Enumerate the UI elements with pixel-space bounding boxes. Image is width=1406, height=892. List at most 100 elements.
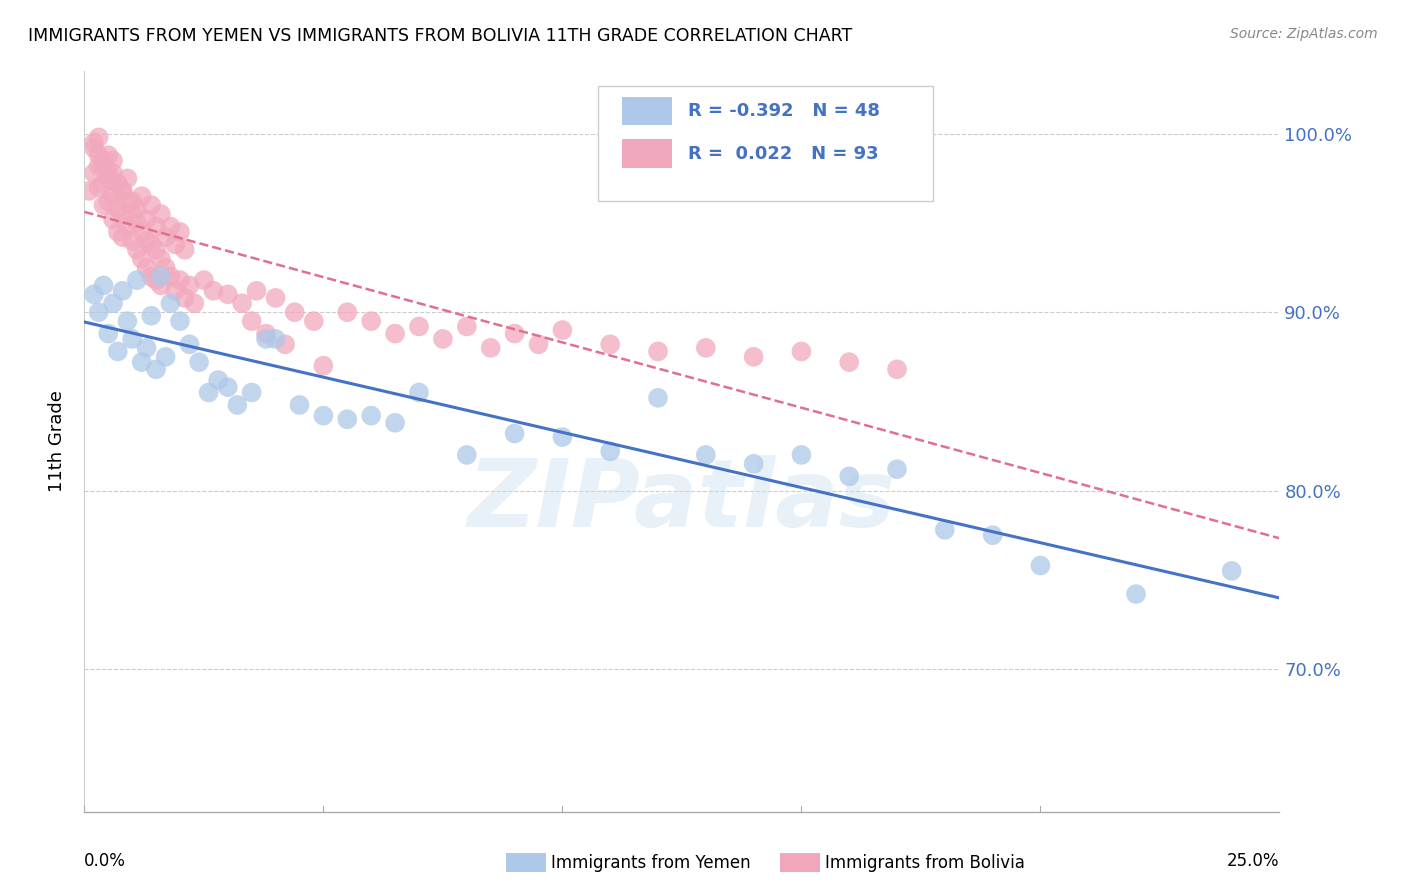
Point <box>135 341 157 355</box>
Point <box>111 230 134 244</box>
Point <box>107 225 129 239</box>
Point <box>155 230 177 244</box>
Point <box>432 332 454 346</box>
Point <box>111 184 134 198</box>
Point <box>360 409 382 423</box>
Point <box>159 269 181 284</box>
Point <box>312 409 335 423</box>
Point <box>131 252 153 266</box>
Point <box>93 159 115 173</box>
Point <box>125 273 148 287</box>
Point <box>742 457 765 471</box>
Point <box>159 219 181 234</box>
Point <box>647 344 669 359</box>
Point <box>1029 558 1052 573</box>
Point <box>551 430 574 444</box>
Point <box>183 296 205 310</box>
Point <box>87 159 110 173</box>
Point <box>173 291 195 305</box>
Point <box>141 269 163 284</box>
Point <box>83 287 105 301</box>
Point <box>456 448 478 462</box>
Point <box>87 148 110 162</box>
Point <box>87 130 110 145</box>
Point <box>742 350 765 364</box>
Point <box>1125 587 1147 601</box>
Point <box>217 380 239 394</box>
Point <box>141 309 163 323</box>
Point <box>408 319 430 334</box>
Point <box>981 528 1004 542</box>
Point <box>165 237 187 252</box>
Point <box>647 391 669 405</box>
Y-axis label: 11th Grade: 11th Grade <box>48 391 66 492</box>
Point <box>155 260 177 275</box>
Point <box>87 305 110 319</box>
Point <box>695 341 717 355</box>
Point <box>179 337 201 351</box>
Point <box>384 326 406 341</box>
Text: Immigrants from Bolivia: Immigrants from Bolivia <box>825 854 1025 871</box>
Point <box>131 189 153 203</box>
Point <box>336 305 359 319</box>
Point <box>101 296 124 310</box>
Point <box>149 269 172 284</box>
Point <box>886 362 908 376</box>
Point <box>141 237 163 252</box>
Point <box>503 426 526 441</box>
Point <box>121 332 143 346</box>
Point <box>217 287 239 301</box>
Point <box>169 314 191 328</box>
Point <box>111 284 134 298</box>
Point <box>135 212 157 227</box>
Point <box>193 273 215 287</box>
Point <box>288 398 311 412</box>
Point <box>93 278 115 293</box>
Point <box>169 225 191 239</box>
Point <box>599 444 621 458</box>
Point <box>131 355 153 369</box>
Point <box>155 350 177 364</box>
Point <box>125 216 148 230</box>
Point <box>83 136 105 150</box>
Point <box>101 189 124 203</box>
Point <box>264 332 287 346</box>
Point <box>125 202 148 216</box>
Point <box>695 448 717 462</box>
Point <box>83 141 105 155</box>
Point <box>149 252 172 266</box>
Point <box>121 194 143 209</box>
Text: ZIPatlas: ZIPatlas <box>468 455 896 547</box>
Point <box>145 362 167 376</box>
Text: R = -0.392   N = 48: R = -0.392 N = 48 <box>688 103 880 120</box>
Point <box>145 243 167 257</box>
Point <box>179 278 201 293</box>
Point <box>97 194 120 209</box>
Point <box>111 207 134 221</box>
Point <box>886 462 908 476</box>
Point <box>197 385 219 400</box>
Point <box>87 180 110 194</box>
Point <box>527 337 550 351</box>
Point <box>169 273 191 287</box>
Point <box>207 373 229 387</box>
Point <box>503 326 526 341</box>
Point <box>141 198 163 212</box>
Point <box>97 148 120 162</box>
Point <box>101 166 124 180</box>
Text: 25.0%: 25.0% <box>1227 853 1279 871</box>
Point <box>284 305 307 319</box>
Point <box>107 344 129 359</box>
Point <box>121 207 143 221</box>
Point <box>135 260 157 275</box>
Point <box>188 355 211 369</box>
Point <box>551 323 574 337</box>
Text: Immigrants from Yemen: Immigrants from Yemen <box>551 854 751 871</box>
Point <box>149 207 172 221</box>
Point <box>93 177 115 191</box>
Point <box>790 344 813 359</box>
Point <box>254 326 277 341</box>
Text: Source: ZipAtlas.com: Source: ZipAtlas.com <box>1230 27 1378 41</box>
Point <box>226 398 249 412</box>
Point <box>245 284 267 298</box>
